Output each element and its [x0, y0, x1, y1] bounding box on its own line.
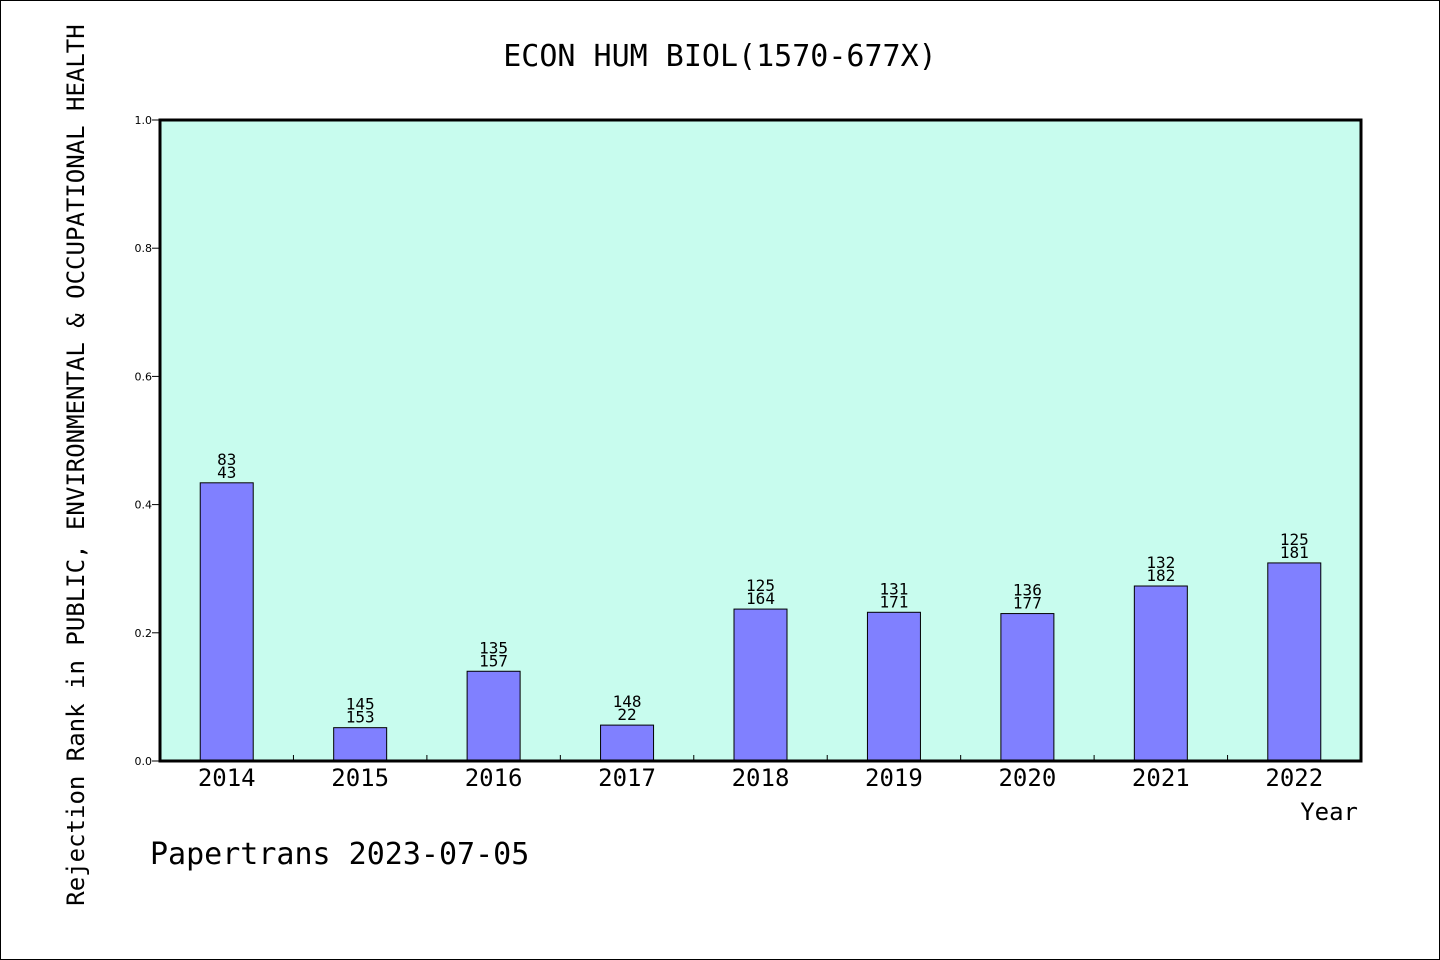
bar-2022 — [1267, 562, 1322, 762]
x-tick-label: 2018 — [732, 764, 790, 792]
y-axis-label: Rejection Rank in PUBLIC, ENVIRONMENTAL … — [62, 24, 90, 905]
bar-label-bottom: 153 — [346, 708, 375, 727]
bar-2015 — [333, 727, 388, 762]
x-axis: 2014 2015 2016 2017 2018 2019 2020 2021 2022 — [198, 755, 1323, 792]
y-tick-label: 0.2 — [135, 627, 153, 640]
y-tick-label: 0.8 — [135, 242, 153, 255]
bar-label-top: 148 — [613, 692, 642, 711]
bar-label-bottom: 43 — [217, 463, 236, 482]
bars-group: 8343145153135157148221251641311711361771… — [199, 450, 1322, 762]
bar-label-top: 135 — [479, 638, 508, 657]
bar-2019 — [866, 611, 921, 762]
bar-2016 — [466, 670, 521, 762]
y-tick-label: 0.6 — [135, 370, 153, 383]
bar-2017 — [600, 724, 655, 762]
x-tick-label: 2015 — [331, 764, 389, 792]
bar-label-bottom: 177 — [1013, 594, 1042, 613]
bar-label-bottom: 171 — [879, 592, 908, 611]
bar-label-top: 145 — [346, 695, 375, 714]
bar-label-top: 125 — [746, 576, 775, 595]
x-tick-label: 2019 — [865, 764, 923, 792]
bar-2020 — [1000, 613, 1055, 762]
bar-label-top: 136 — [1013, 581, 1042, 600]
bar-label-top: 131 — [879, 579, 908, 598]
x-axis-label: Year — [1300, 798, 1358, 826]
bar-label-bottom: 182 — [1146, 566, 1175, 585]
chart-title: ECON HUM BIOL(1570-677X) — [503, 39, 936, 74]
footer-credit: Papertrans 2023-07-05 — [150, 837, 529, 872]
x-tick-label: 2016 — [465, 764, 523, 792]
bar-label-bottom: 157 — [479, 651, 508, 670]
bar-label-top: 125 — [1280, 530, 1309, 549]
bar-label-bottom: 22 — [617, 705, 636, 724]
x-tick-label: 2017 — [598, 764, 656, 792]
x-tick-label: 2021 — [1132, 764, 1190, 792]
bar-label-bottom: 181 — [1280, 543, 1309, 562]
x-tick-label: 2020 — [998, 764, 1056, 792]
x-tick-label: 2022 — [1265, 764, 1323, 792]
y-tick-label: 0.4 — [135, 499, 153, 512]
bar-label-top: 83 — [217, 450, 236, 469]
bar-2014 — [199, 482, 254, 762]
x-tick-label: 2014 — [198, 764, 256, 792]
bar-label-bottom: 164 — [746, 589, 775, 608]
plot-border — [158, 118, 1363, 763]
bar-2018 — [733, 608, 788, 762]
y-tick-label: 0.0 — [135, 755, 153, 768]
bar-label-top: 132 — [1146, 553, 1175, 572]
y-axis: 0.0 0.2 0.4 0.6 0.8 1.0 — [135, 114, 160, 768]
y-tick-label: 1.0 — [135, 114, 153, 127]
bar-2021 — [1133, 585, 1188, 762]
